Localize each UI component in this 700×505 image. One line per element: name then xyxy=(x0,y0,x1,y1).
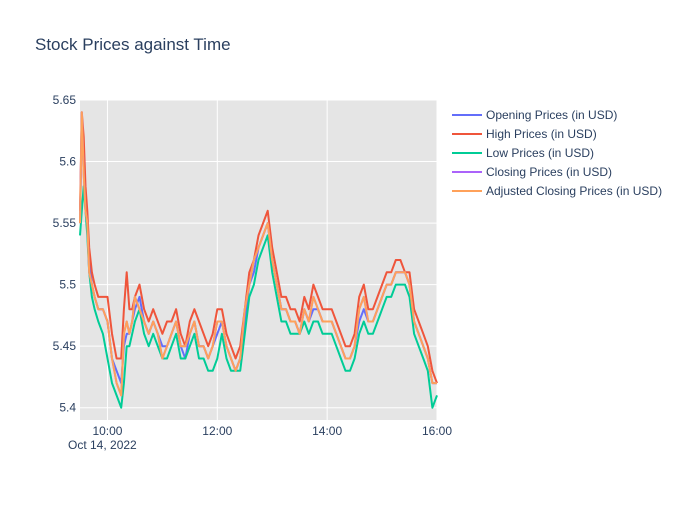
series-lines xyxy=(79,111,438,409)
y-tick-label: 5.65 xyxy=(53,93,77,107)
x-axis-date-label: Oct 14, 2022 xyxy=(68,438,137,452)
legend-item[interactable]: Opening Prices (in USD) xyxy=(452,108,617,122)
legend-label: Adjusted Closing Prices (in USD) xyxy=(486,184,662,198)
legend-label: Opening Prices (in USD) xyxy=(486,108,617,122)
series-line-5[interactable] xyxy=(79,111,437,397)
x-tick-label: 14:00 xyxy=(312,424,342,438)
x-tick-label: 12:00 xyxy=(202,424,232,438)
y-tick-label: 5.4 xyxy=(59,401,76,415)
y-tick-label: 5.55 xyxy=(53,216,77,230)
legend-item[interactable]: Closing Prices (in USD) xyxy=(452,165,612,179)
legend-item[interactable]: Adjusted Closing Prices (in USD) xyxy=(452,184,662,198)
x-tick-label: 10:00 xyxy=(92,424,122,438)
chart-title: Stock Prices against Time xyxy=(35,35,231,54)
legend-label: Low Prices (in USD) xyxy=(486,146,594,160)
legend-label: Closing Prices (in USD) xyxy=(486,165,612,179)
axes: 5.4 5.45 5.5 5.55 5.6 5.65 10:00 12:00 14:00 16:0… xyxy=(53,93,453,438)
y-tick-label: 5.6 xyxy=(59,155,76,169)
legend-item[interactable]: High Prices (in USD) xyxy=(452,127,597,141)
legend-label: High Prices (in USD) xyxy=(486,127,597,141)
x-tick-label: 16:00 xyxy=(422,424,452,438)
y-tick-label: 5.5 xyxy=(59,278,76,292)
series-line-3[interactable] xyxy=(79,185,438,409)
legend: Opening Prices (in USD) High Prices (in U… xyxy=(452,108,662,198)
legend-item[interactable]: Low Prices (in USD) xyxy=(452,146,594,160)
y-tick-label: 5.45 xyxy=(53,339,77,353)
